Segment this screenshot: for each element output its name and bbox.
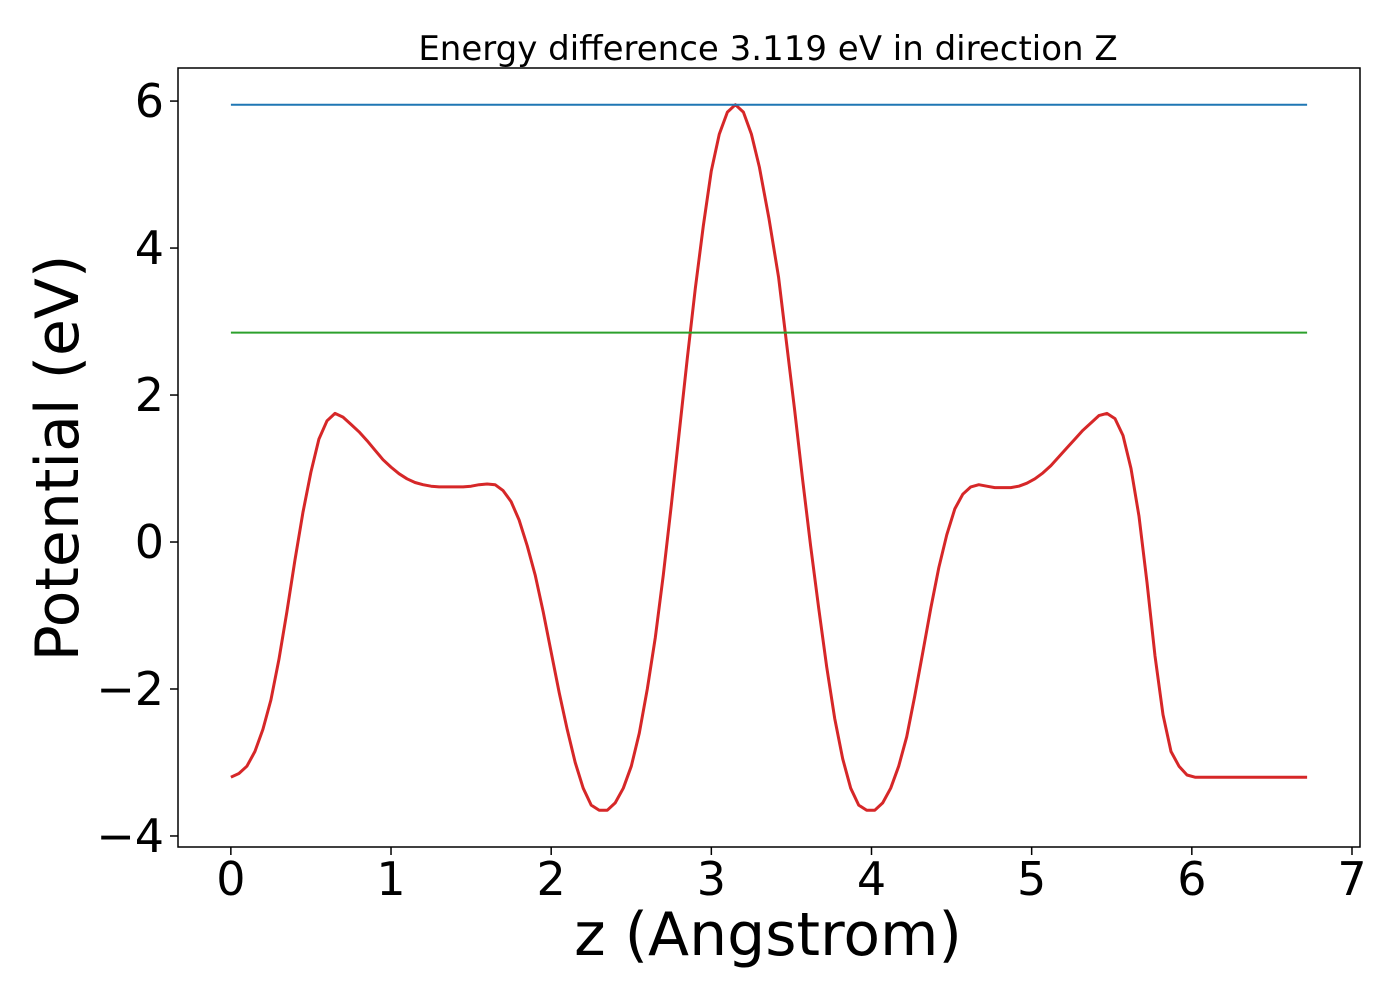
x-tick-label: 2 <box>537 852 566 906</box>
y-axis-label: Potential (eV) <box>23 255 93 662</box>
x-tick-label: 6 <box>1177 852 1206 906</box>
y-tick-label: 2 <box>135 368 164 422</box>
x-axis-label: z (Angstrom) <box>574 900 962 970</box>
y-tick-label: 6 <box>135 74 164 128</box>
y-tick-label: 0 <box>135 515 164 569</box>
x-tick-label: 3 <box>697 852 726 906</box>
y-tick-label: 4 <box>135 221 164 275</box>
x-axis: 0 1 2 3 4 5 6 7 <box>216 847 1367 906</box>
x-tick-label: 7 <box>1337 852 1366 906</box>
x-tick-label: 5 <box>1017 852 1046 906</box>
chart-title: Energy difference 3.119 eV in direction … <box>418 29 1117 69</box>
x-tick-label: 0 <box>216 852 245 906</box>
y-tick-label: −2 <box>96 662 164 716</box>
y-axis: −4 −2 0 2 4 6 <box>96 74 178 863</box>
x-tick-label: 1 <box>376 852 405 906</box>
series-line-0 <box>230 103 1308 812</box>
plot-lines <box>230 103 1308 812</box>
x-tick-label: 4 <box>857 852 886 906</box>
plot-frame <box>177 67 1361 848</box>
y-tick-label: −4 <box>96 809 164 863</box>
